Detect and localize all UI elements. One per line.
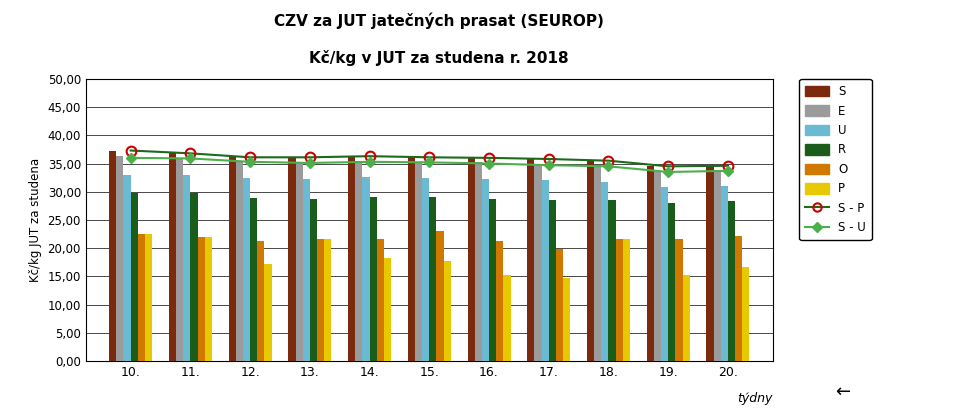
Bar (562, 278, 570, 361)
Bar (660, 187, 667, 361)
Bar (131, 193, 137, 361)
Bar (443, 261, 451, 361)
Bar (407, 157, 415, 361)
Bar (608, 200, 615, 361)
Bar (681, 275, 689, 361)
Bar (615, 239, 622, 361)
Bar (205, 237, 212, 361)
Bar (376, 239, 383, 361)
Bar (503, 275, 510, 361)
Bar (713, 170, 720, 361)
Bar (541, 181, 548, 361)
Bar (243, 178, 250, 361)
Bar (288, 157, 295, 361)
Bar (145, 234, 152, 361)
Bar (362, 177, 369, 361)
Text: Kč/kg v JUT za studena r. 2018: Kč/kg v JUT za studena r. 2018 (309, 50, 568, 66)
Bar (191, 193, 197, 361)
Bar (594, 165, 600, 361)
Bar (496, 242, 503, 361)
Bar (169, 154, 176, 361)
Bar (229, 157, 235, 361)
Text: CZV za JUT jatečných prasat (SEUROP): CZV za JUT jatečných prasat (SEUROP) (274, 12, 603, 29)
Bar (489, 198, 496, 361)
Bar (475, 162, 481, 361)
Legend: S, E, U, R, O, P, S - P, S - U: S, E, U, R, O, P, S - P, S - U (799, 79, 871, 240)
Bar (295, 162, 302, 361)
Bar (302, 179, 310, 361)
Bar (436, 231, 443, 361)
Bar (109, 151, 116, 361)
Bar (310, 198, 316, 361)
Bar (348, 156, 355, 361)
Bar (735, 236, 741, 361)
Bar (183, 176, 191, 361)
Bar (586, 161, 594, 361)
Bar (556, 249, 562, 361)
Bar (429, 198, 436, 361)
Bar (421, 178, 429, 361)
Bar (548, 200, 556, 361)
Bar (720, 186, 727, 361)
Bar (481, 179, 489, 361)
Bar (235, 161, 243, 361)
Bar (527, 159, 534, 361)
Bar (116, 156, 123, 361)
Bar (415, 162, 421, 361)
Bar (653, 171, 660, 361)
Bar (646, 166, 653, 361)
Bar (257, 241, 264, 361)
Bar (383, 258, 391, 361)
Bar (741, 267, 749, 361)
Bar (600, 182, 608, 361)
Bar (667, 203, 675, 361)
Bar (467, 158, 475, 361)
Bar (355, 161, 362, 361)
Bar (369, 198, 376, 361)
Bar (123, 175, 131, 361)
Text: týdny: týdny (737, 392, 772, 405)
Text: ←: ← (834, 383, 849, 401)
Bar (622, 239, 629, 361)
Bar (176, 158, 183, 361)
Bar (250, 198, 257, 361)
Bar (137, 234, 145, 361)
Bar (534, 165, 541, 361)
Bar (316, 239, 324, 361)
Y-axis label: Kč/kg JUT za studena: Kč/kg JUT za studena (29, 158, 42, 282)
Bar (727, 201, 735, 361)
Bar (675, 239, 681, 361)
Bar (324, 239, 331, 361)
Bar (264, 264, 272, 361)
Bar (197, 237, 205, 361)
Bar (706, 166, 713, 361)
